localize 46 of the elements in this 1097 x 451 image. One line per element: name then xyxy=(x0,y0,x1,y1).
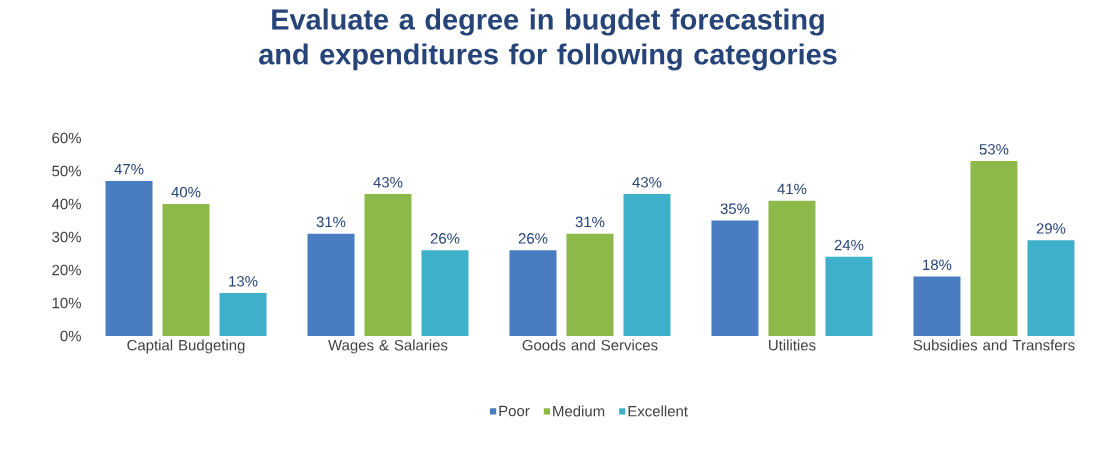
y-tick-label: 40% xyxy=(51,198,81,210)
bar xyxy=(913,276,961,336)
data-label: 41% xyxy=(777,183,807,195)
data-label: 26% xyxy=(430,233,460,244)
x-tick-label: Utilities xyxy=(769,339,816,351)
bar xyxy=(768,200,816,336)
bar xyxy=(421,250,469,336)
data-label: 43% xyxy=(632,176,662,188)
bar xyxy=(711,220,759,336)
bar xyxy=(566,233,614,336)
y-tick-label: 60% xyxy=(52,132,81,144)
y-tick-label: 10% xyxy=(52,297,81,309)
bar xyxy=(825,256,873,336)
bar xyxy=(623,194,671,336)
bar xyxy=(219,293,267,336)
chart-title: Evaluate a degree in bugdet forecasting and expenditures for following categories xyxy=(259,8,837,71)
y-tick-label: 0% xyxy=(60,330,81,342)
bar xyxy=(307,233,355,336)
y-tick-label: 30% xyxy=(52,231,81,243)
data-label: 18% xyxy=(923,259,952,271)
data-label: 40% xyxy=(171,186,201,198)
x-tick-label: Wages & Salaries xyxy=(328,339,448,354)
data-label: 53% xyxy=(979,143,1009,155)
data-label: 43% xyxy=(373,176,403,188)
data-label: 13% xyxy=(229,275,258,287)
bar xyxy=(1027,240,1075,336)
data-label: 29% xyxy=(1036,223,1066,234)
y-tick-label: 50% xyxy=(52,165,81,177)
data-label: 31% xyxy=(316,216,346,228)
x-tick-label: Goods and Services xyxy=(522,339,658,351)
data-label: 26% xyxy=(518,233,548,244)
data-label: 31% xyxy=(575,216,605,228)
data-label: 24% xyxy=(834,239,864,251)
bar xyxy=(970,161,1018,336)
data-label: 47% xyxy=(114,163,144,175)
bar xyxy=(364,194,412,336)
legend-label: Excellent xyxy=(628,405,688,417)
legend-label: Poor xyxy=(499,405,530,417)
y-tick-label: 20% xyxy=(52,264,81,276)
x-tick-label: Subsidies and Transfers xyxy=(913,339,1075,351)
legend-label: Medium xyxy=(553,405,605,417)
bar xyxy=(509,250,557,336)
x-tick-label: Captial Budgeting xyxy=(127,339,245,354)
bar xyxy=(162,203,210,336)
data-label: 35% xyxy=(720,203,750,214)
bar xyxy=(105,180,153,336)
